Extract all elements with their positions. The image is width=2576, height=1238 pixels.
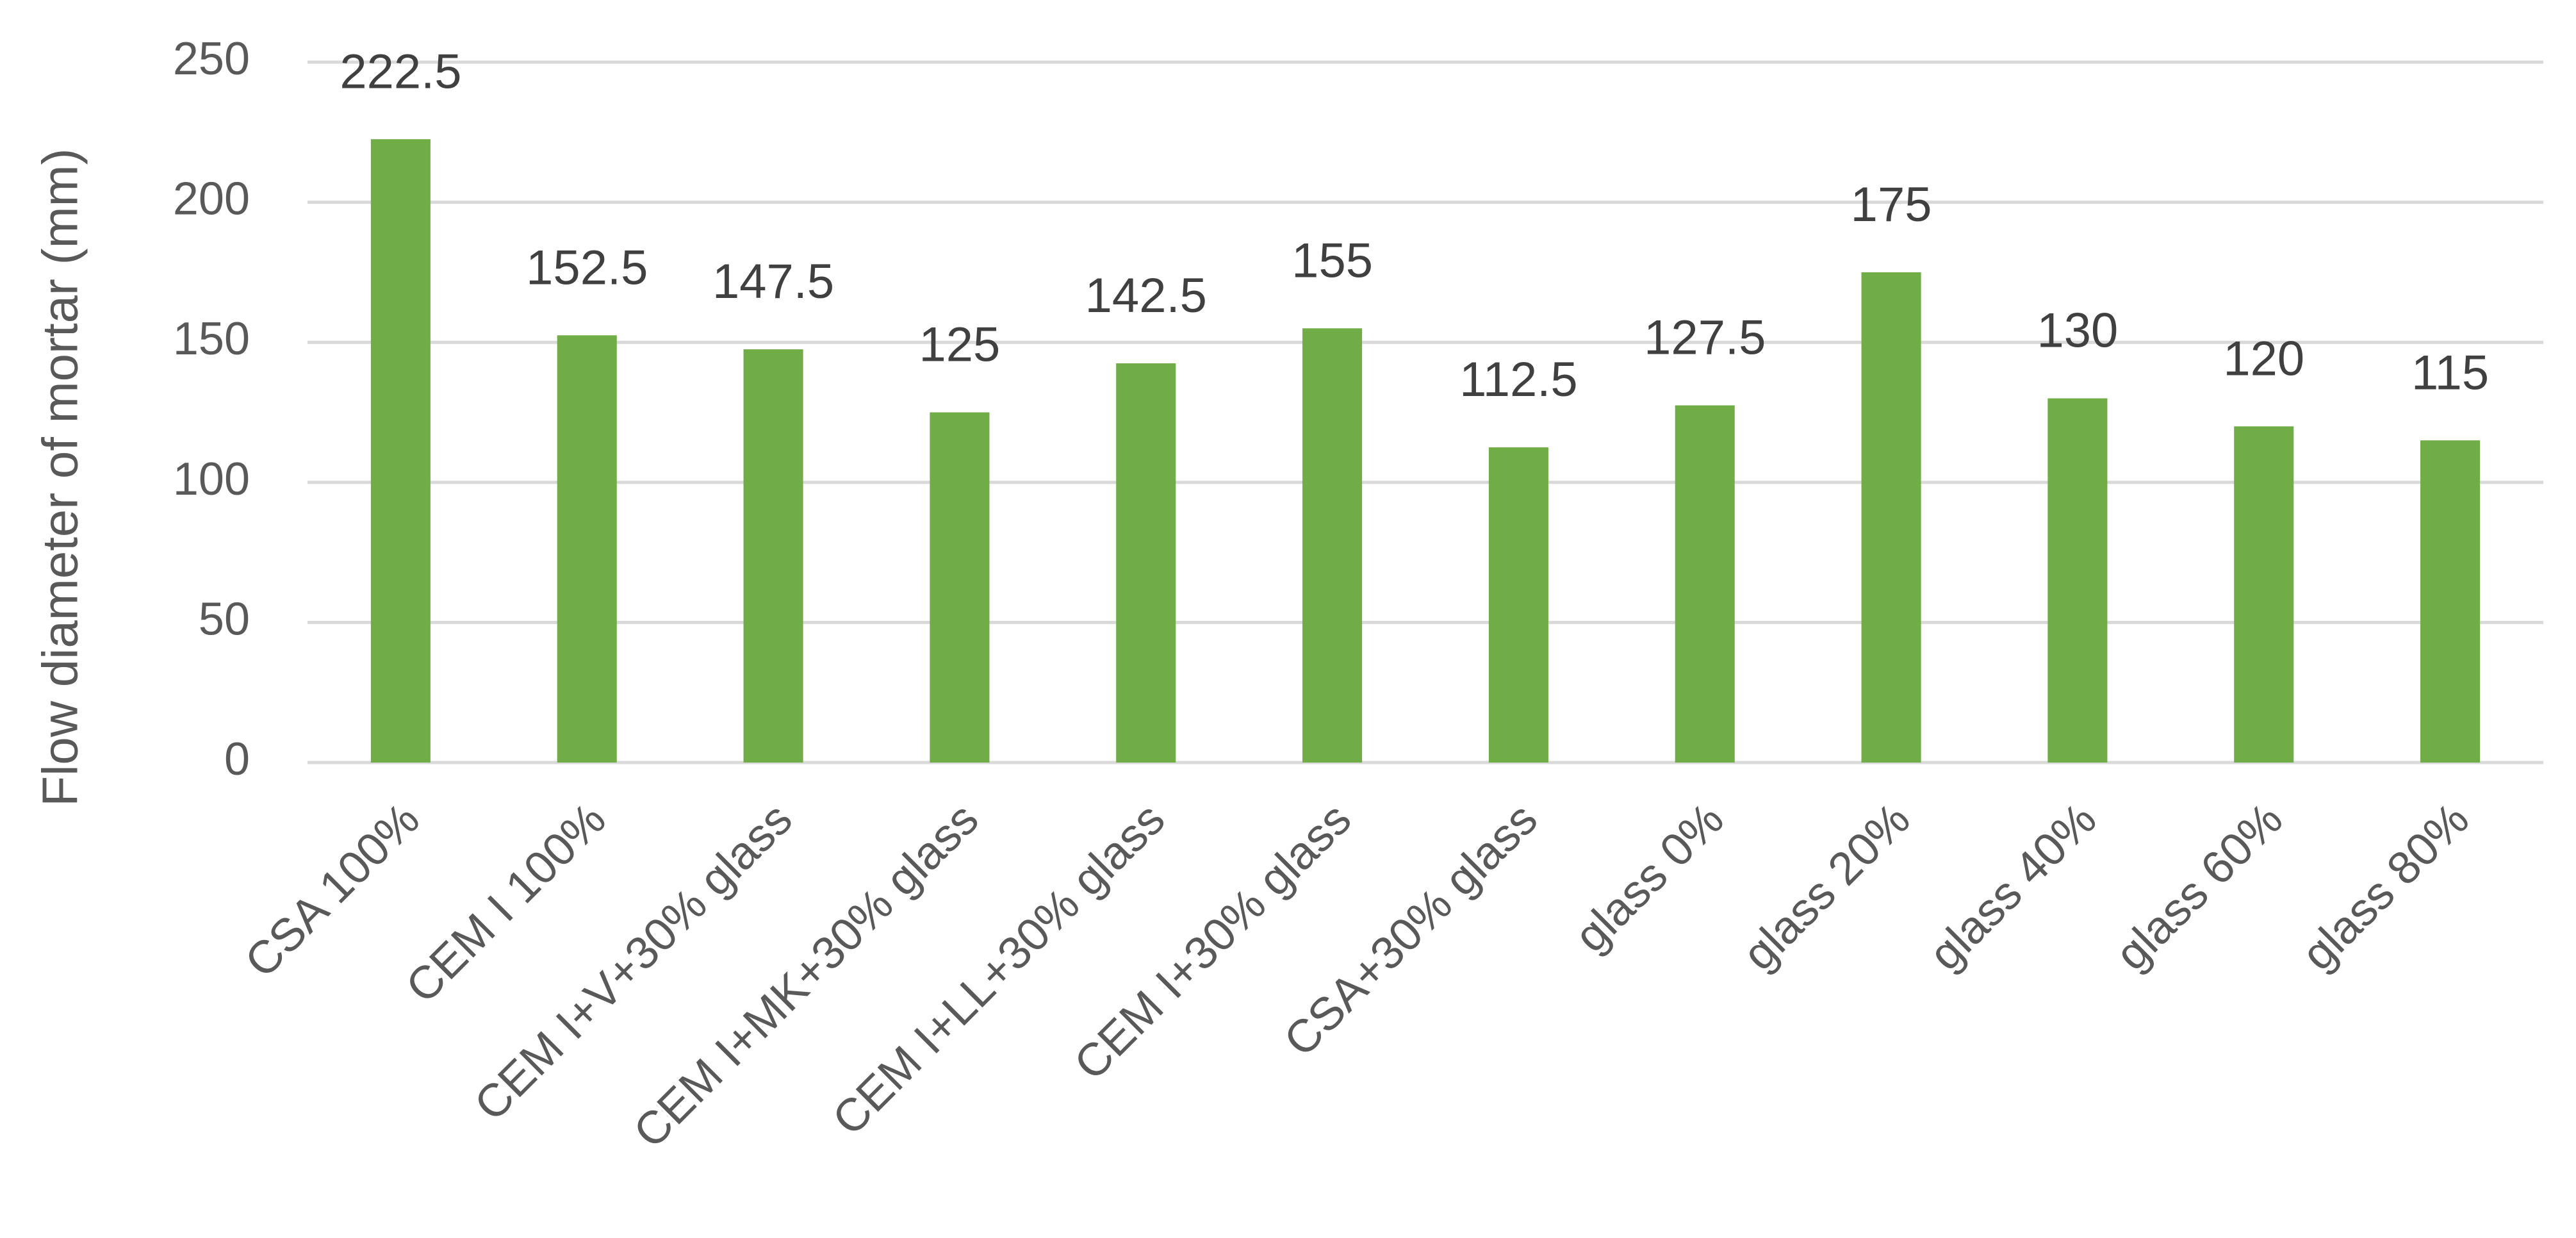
bar <box>1302 328 1363 763</box>
bar <box>2420 440 2481 763</box>
y-tick-label: 150 <box>173 313 250 365</box>
bar <box>930 412 990 763</box>
x-tick-label: CEM I+LL+30% glass <box>823 793 1175 1145</box>
bar <box>557 335 617 763</box>
data-label: 147.5 <box>712 254 834 309</box>
data-label: 222.5 <box>340 44 461 99</box>
y-tick-label: 200 <box>173 174 250 225</box>
x-tick-label: glass 60% <box>2106 793 2292 980</box>
x-tick-label: glass 40% <box>1919 793 2106 980</box>
data-label: 155 <box>1292 233 1373 288</box>
data-label: 152.5 <box>526 240 648 295</box>
bar <box>1861 272 1921 763</box>
data-label: 127.5 <box>1644 311 1766 365</box>
bar <box>1488 447 1548 763</box>
y-tick-label: 50 <box>199 593 250 645</box>
x-tick-label: CEM I+MK+30% glass <box>624 793 989 1158</box>
bar <box>1675 405 1735 763</box>
y-tick-label: 0 <box>224 734 250 785</box>
bar <box>743 349 803 763</box>
bar <box>370 139 431 763</box>
x-tick-label: glass 0% <box>1565 793 1734 962</box>
bar <box>2234 426 2294 763</box>
bar <box>1116 363 1176 763</box>
x-tick-label: CEM I+V+30% glass <box>465 793 802 1130</box>
data-label: 175 <box>1851 177 1932 232</box>
data-label: 125 <box>919 318 1001 372</box>
y-tick-label: 250 <box>173 33 250 85</box>
y-axis-title: Flow diameter of mortar (mm) <box>32 148 88 806</box>
data-label: 120 <box>2223 331 2304 386</box>
data-label: 130 <box>2037 304 2119 358</box>
x-tick-label: CSA 100% <box>235 793 429 987</box>
x-tick-label: glass 20% <box>1733 793 1919 980</box>
data-label: 142.5 <box>1085 268 1207 323</box>
bar <box>2047 398 2108 763</box>
data-label: 115 <box>2411 345 2489 400</box>
x-tick-label: glass 80% <box>2292 793 2479 980</box>
y-tick-label: 100 <box>173 454 250 505</box>
data-label: 112.5 <box>1459 352 1578 407</box>
